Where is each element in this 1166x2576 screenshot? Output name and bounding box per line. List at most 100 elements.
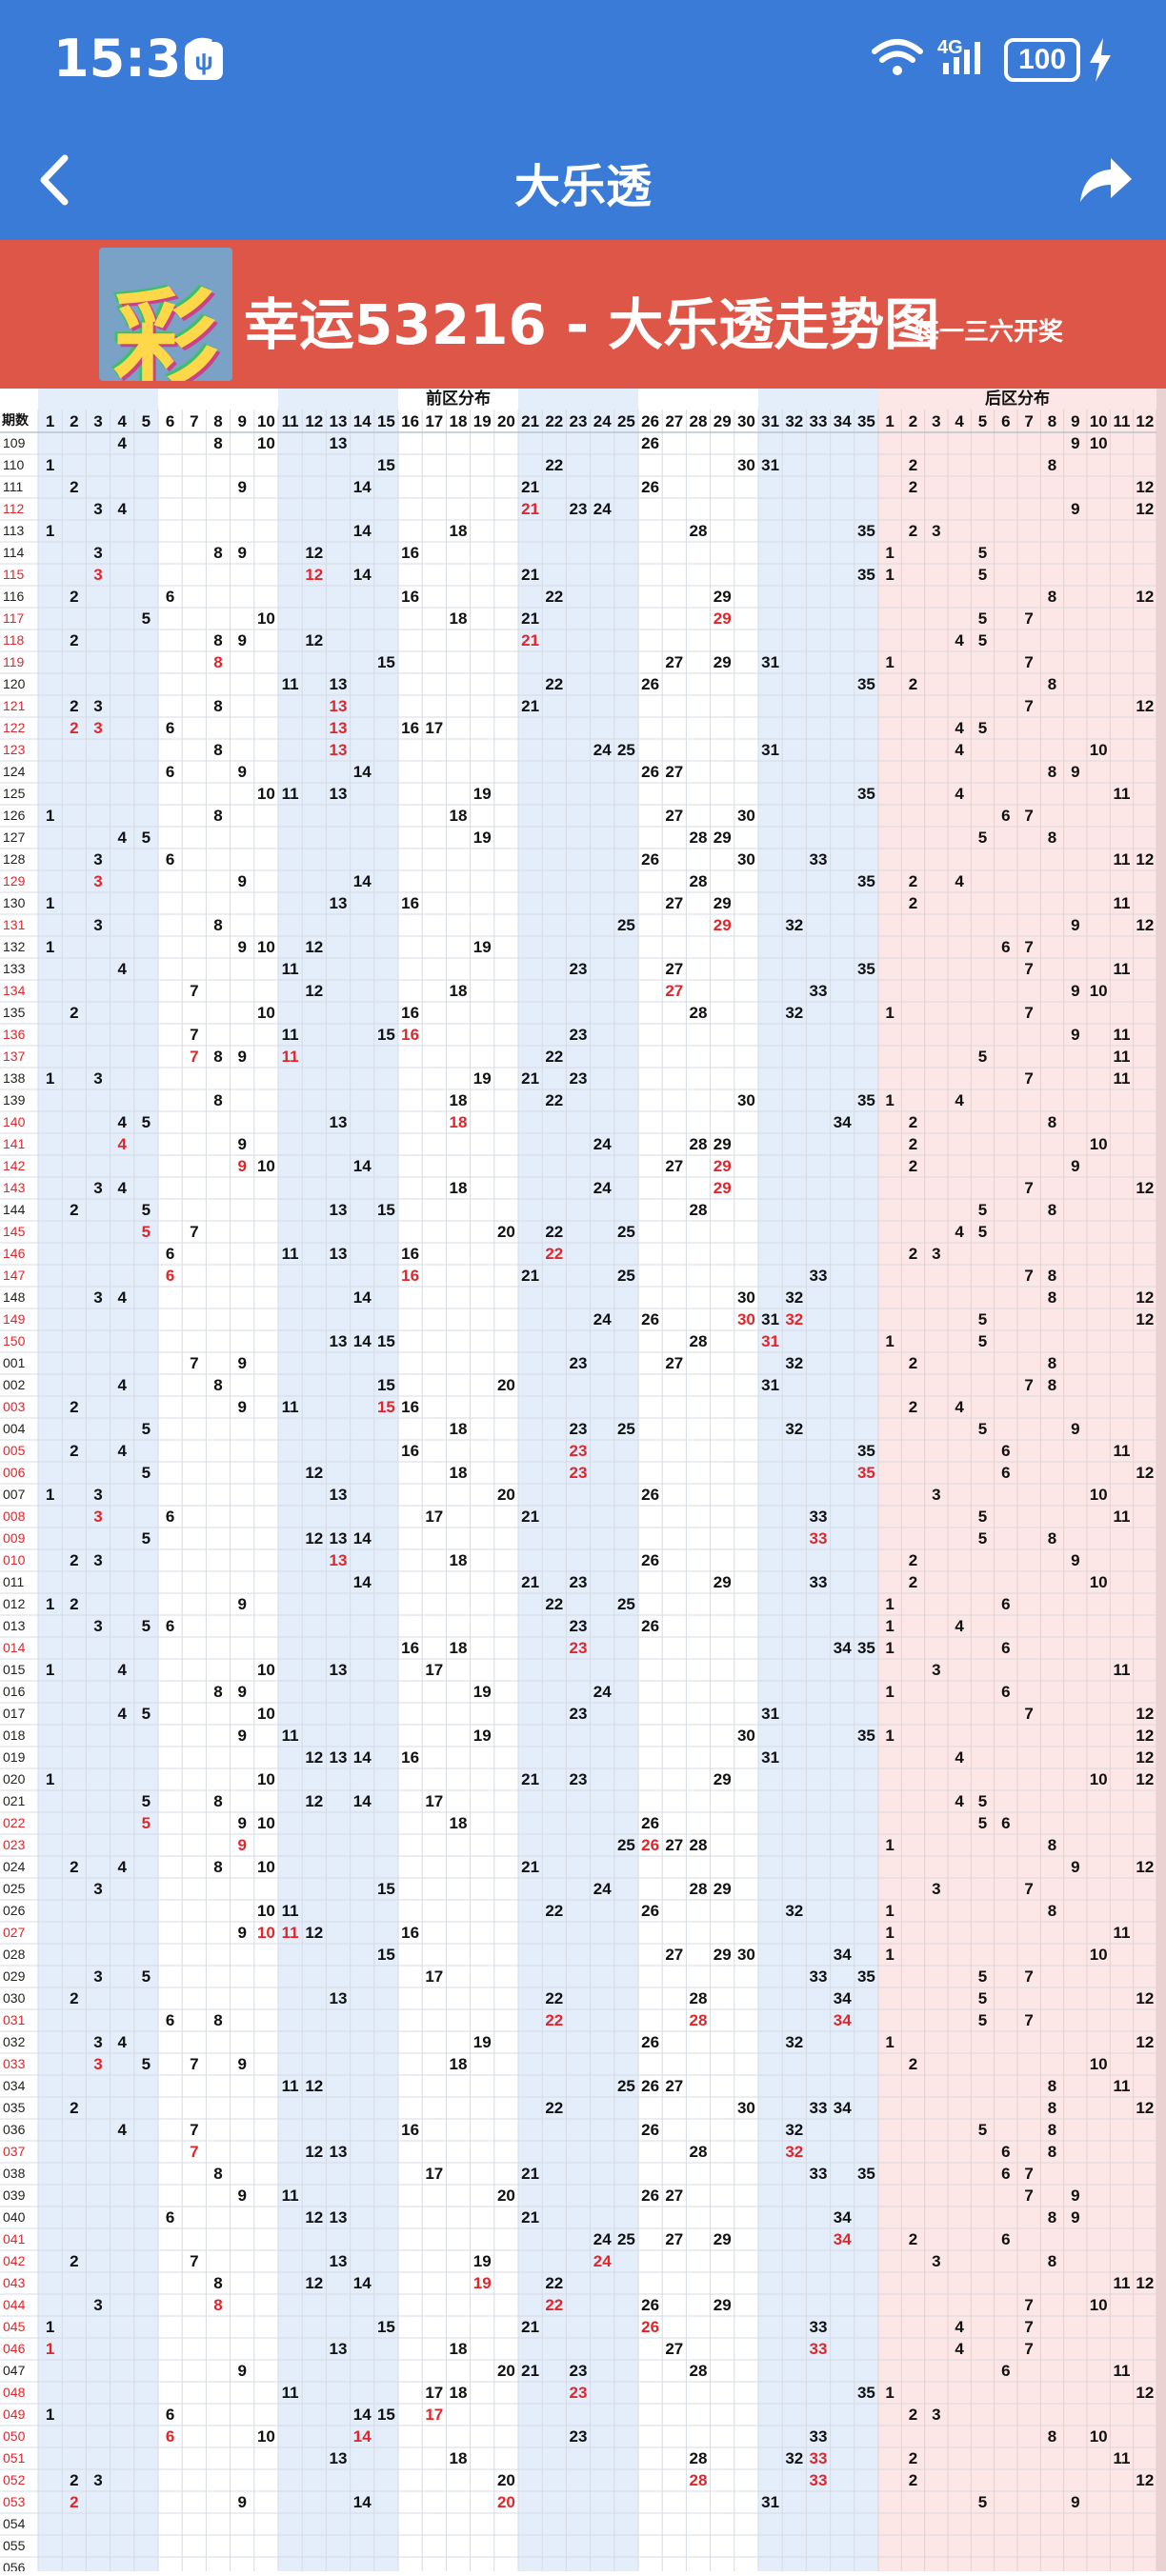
back-drawn-number: 1 bbox=[885, 1836, 894, 1854]
table-row: 012 1 2 9 22 25 1 6 bbox=[3, 1595, 1011, 1613]
back-drawn-number: 6 bbox=[1001, 1683, 1010, 1701]
table-row: 005 2 4 16 23 35 6 11 bbox=[3, 1442, 1130, 1460]
front-drawn-number: 29 bbox=[714, 1135, 732, 1153]
front-column-number: 34 bbox=[834, 412, 852, 430]
front-column-number: 7 bbox=[190, 412, 198, 430]
front-drawn-number: 11 bbox=[282, 2077, 299, 2095]
front-drawn-number: 1 bbox=[46, 522, 54, 540]
front-drawn-number: 10 bbox=[257, 1902, 275, 1920]
table-row: 031 6 8 22 28 34 5 7 bbox=[3, 2011, 1034, 2029]
table-row: 055 bbox=[3, 2538, 26, 2553]
front-drawn-number: 29 bbox=[714, 1770, 732, 1788]
share-icon[interactable] bbox=[1073, 149, 1136, 211]
period-number: 027 bbox=[3, 1925, 26, 1940]
table-row: 007 1 3 13 20 26 3 10 bbox=[3, 1486, 1108, 1504]
front-drawn-number: 5 bbox=[142, 1617, 151, 1635]
back-column-number: 1 bbox=[885, 412, 894, 430]
front-drawn-number: 31 bbox=[761, 741, 779, 759]
front-drawn-number: 2 bbox=[70, 1989, 78, 2007]
front-drawn-number: 23 bbox=[570, 1420, 588, 1438]
front-drawn-number: 18 bbox=[450, 1091, 468, 1109]
period-number: 021 bbox=[3, 1793, 26, 1808]
back-drawn-number: 9 bbox=[1071, 1026, 1079, 1044]
front-drawn-number: 8 bbox=[213, 2296, 222, 2314]
period-number: 049 bbox=[3, 2406, 26, 2422]
table-row: 009 5 12 13 14 33 5 8 bbox=[3, 1529, 1056, 1548]
table-row: 052 2 3 20 28 33 2 12 bbox=[3, 2471, 1154, 2489]
table-row: 024 2 4 8 10 21 9 12 bbox=[3, 1858, 1154, 1876]
front-drawn-number: 20 bbox=[497, 2471, 515, 2489]
back-drawn-number: 8 bbox=[1048, 2143, 1056, 2161]
back-drawn-number: 4 bbox=[955, 2340, 964, 2358]
table-row: 026 10 11 22 26 32 1 8 bbox=[3, 1902, 1056, 1920]
front-drawn-number: 9 bbox=[237, 1048, 246, 1066]
period-number: 014 bbox=[3, 1640, 26, 1655]
back-drawn-number: 1 bbox=[885, 566, 894, 584]
front-drawn-number: 13 bbox=[330, 697, 348, 715]
front-drawn-number: 35 bbox=[857, 785, 875, 803]
front-drawn-number: 16 bbox=[401, 2121, 419, 2139]
front-drawn-number: 29 bbox=[714, 588, 732, 606]
back-drawn-number: 12 bbox=[1136, 1748, 1154, 1767]
table-row: 056 bbox=[3, 2560, 26, 2575]
front-drawn-number: 22 bbox=[545, 1902, 563, 1920]
front-drawn-number: 26 bbox=[641, 1551, 659, 1569]
table-row: 020 1 10 21 23 29 10 12 bbox=[3, 1770, 1154, 1788]
front-drawn-number: 30 bbox=[737, 1310, 755, 1328]
back-drawn-number: 7 bbox=[1024, 2165, 1033, 2183]
trend-table[interactable]: 期数 前区分布 后区分布 1 2 3 4 5 6 7 8 9 10 11 12 13 14 15 16 17 18 19 2… bbox=[0, 389, 1166, 2576]
period-number: 037 bbox=[3, 2144, 26, 2159]
front-drawn-number: 19 bbox=[473, 785, 492, 803]
front-drawn-number: 24 bbox=[593, 1880, 612, 1898]
table-row: 140 4 5 13 18 34 2 8 bbox=[3, 1113, 1056, 1131]
front-drawn-number: 2 bbox=[70, 1858, 78, 1876]
front-drawn-number: 13 bbox=[330, 434, 348, 452]
table-row: 150 13 14 15 28 31 1 5 bbox=[3, 1332, 987, 1350]
front-drawn-number: 27 bbox=[665, 894, 683, 912]
front-drawn-number: 25 bbox=[617, 2077, 635, 2095]
period-number: 018 bbox=[3, 1727, 26, 1743]
front-drawn-number: 14 bbox=[353, 566, 372, 584]
period-number: 013 bbox=[3, 1618, 26, 1633]
front-drawn-number: 21 bbox=[521, 697, 539, 715]
front-drawn-number: 15 bbox=[377, 2406, 395, 2424]
back-drawn-number: 2 bbox=[909, 1113, 917, 1131]
back-drawn-number: 1 bbox=[885, 653, 894, 671]
front-drawn-number: 23 bbox=[570, 1770, 588, 1788]
back-drawn-number: 5 bbox=[978, 609, 987, 628]
front-drawn-number: 34 bbox=[834, 1946, 852, 1964]
back-drawn-number: 8 bbox=[1048, 1267, 1056, 1285]
back-drawn-number: 9 bbox=[1071, 1157, 1079, 1175]
front-column-number: 20 bbox=[497, 412, 515, 430]
table-row: 029 3 5 17 33 35 5 7 bbox=[3, 1967, 1034, 1986]
front-drawn-number: 35 bbox=[857, 1442, 875, 1460]
front-drawn-number: 18 bbox=[450, 1113, 468, 1131]
front-drawn-number: 26 bbox=[641, 1310, 659, 1328]
front-drawn-number: 13 bbox=[330, 675, 348, 693]
front-drawn-number: 32 bbox=[785, 1288, 803, 1307]
front-drawn-number: 19 bbox=[473, 1069, 492, 1088]
front-drawn-number: 5 bbox=[142, 1529, 151, 1548]
table-row: 124 6 9 14 26 27 8 9 bbox=[3, 763, 1080, 781]
front-drawn-number: 32 bbox=[785, 1420, 803, 1438]
period-number: 030 bbox=[3, 1990, 26, 2006]
front-drawn-number: 20 bbox=[497, 1223, 515, 1241]
front-drawn-number: 16 bbox=[401, 1245, 419, 1263]
back-drawn-number: 2 bbox=[909, 1245, 917, 1263]
front-column-number: 21 bbox=[521, 412, 539, 430]
front-drawn-number: 26 bbox=[641, 850, 659, 869]
front-drawn-number: 21 bbox=[521, 2318, 539, 2336]
back-arrow-icon[interactable] bbox=[25, 147, 91, 213]
back-drawn-number: 7 bbox=[1024, 1880, 1033, 1898]
front-drawn-number: 27 bbox=[665, 653, 683, 671]
front-drawn-number: 22 bbox=[545, 588, 563, 606]
front-drawn-number: 7 bbox=[190, 1354, 198, 1372]
front-drawn-number: 8 bbox=[213, 544, 222, 562]
table-row: 110 1 15 22 30 31 2 8 bbox=[3, 456, 1056, 474]
front-drawn-number: 2 bbox=[70, 697, 78, 715]
period-number: 133 bbox=[3, 961, 26, 976]
front-drawn-number: 18 bbox=[450, 1464, 468, 1482]
table-row: 144 2 5 13 15 28 5 8 bbox=[3, 1201, 1056, 1219]
back-column-number: 4 bbox=[955, 412, 964, 430]
front-drawn-number: 28 bbox=[690, 1004, 708, 1022]
